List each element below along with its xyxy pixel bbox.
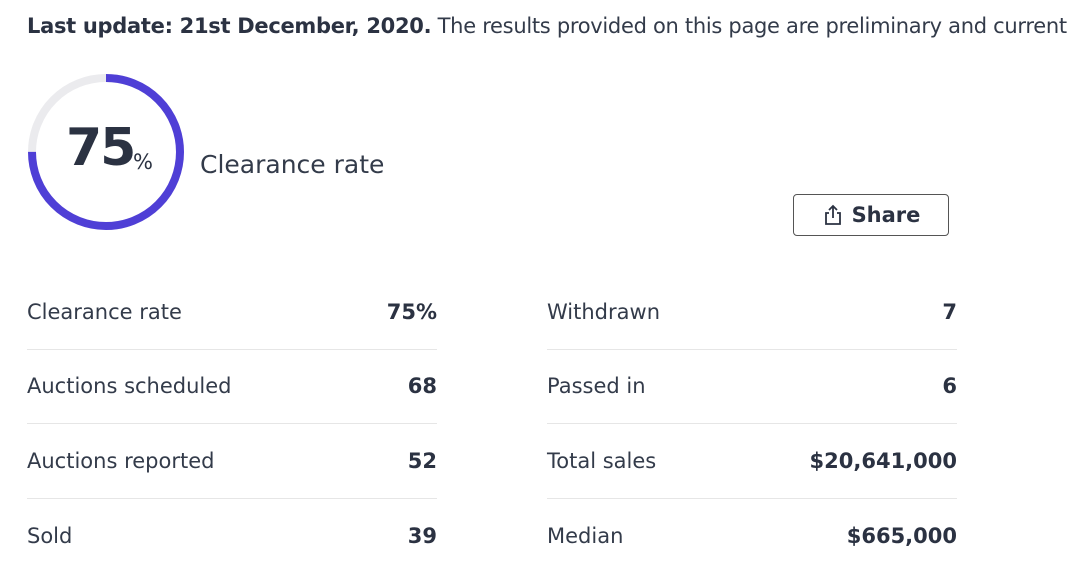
stat-label: Auctions reported [27,449,214,473]
stat-value: 39 [408,524,437,548]
gauge-value: 75 [66,118,134,178]
share-icon [822,204,844,226]
stat-label: Sold [27,524,72,548]
stats-right: Withdrawn 7 Passed in 6 Total sales $20,641,0… [547,275,957,573]
stat-value: 75% [387,300,437,324]
share-label: Share [852,203,921,227]
update-note: The results provided on this page are pr… [438,14,1067,38]
stat-row: Total sales $20,641,000 [547,424,957,499]
stat-value: 52 [408,449,437,473]
stat-row: Auctions scheduled 68 [27,350,437,425]
stat-row: Auctions reported 52 [27,424,437,499]
stat-value: $20,641,000 [810,449,957,473]
stat-row: Sold 39 [27,499,437,573]
stat-row: Withdrawn 7 [547,275,957,350]
update-date: Last update: 21st December, 2020. [27,14,431,38]
stat-label: Clearance rate [27,300,182,324]
gauge-unit: % [133,150,153,174]
stat-row: Passed in 6 [547,350,957,425]
stat-value: 68 [408,374,437,398]
stat-row: Clearance rate 75% [27,275,437,350]
stat-label: Auctions scheduled [27,374,232,398]
stat-label: Passed in [547,374,646,398]
stat-value: $665,000 [847,524,957,548]
stat-row: Median $665,000 [547,499,957,573]
stat-value: 7 [942,300,957,324]
gauge-label: Clearance rate [200,150,384,179]
share-button[interactable]: Share [793,194,949,236]
stat-value: 6 [942,374,957,398]
update-banner: Last update: 21st December, 2020. The re… [27,14,1067,38]
stat-label: Median [547,524,623,548]
stat-label: Total sales [547,449,656,473]
stat-label: Withdrawn [547,300,660,324]
